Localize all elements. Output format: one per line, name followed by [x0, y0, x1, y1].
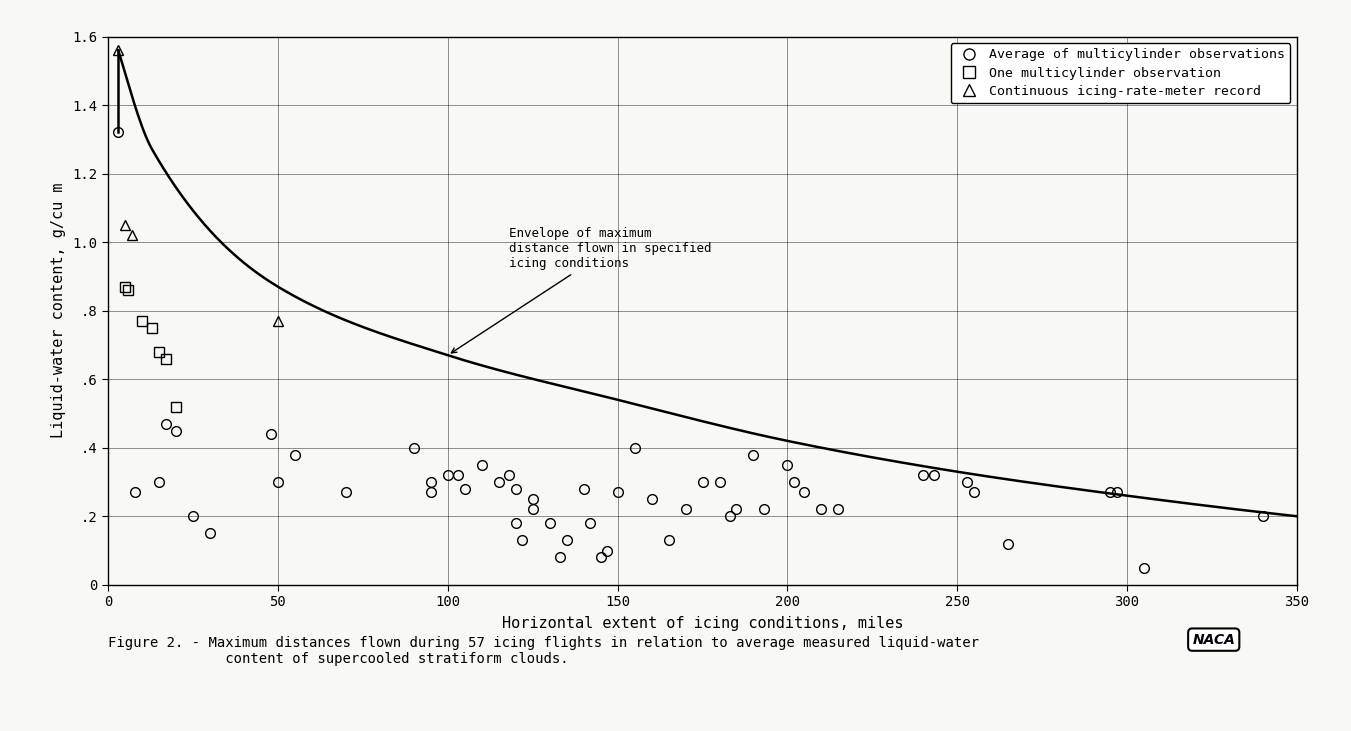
Text: NACA: NACA [1193, 632, 1235, 647]
Y-axis label: Liquid-water content, g/cu m: Liquid-water content, g/cu m [50, 183, 66, 439]
X-axis label: Horizontal extent of icing conditions, miles: Horizontal extent of icing conditions, m… [501, 616, 904, 631]
Text: Figure 2. - Maximum distances flown during 57 icing flights in relation to avera: Figure 2. - Maximum distances flown duri… [108, 636, 979, 666]
Legend: Average of multicylinder observations, One multicylinder observation, Continuous: Average of multicylinder observations, O… [951, 43, 1290, 103]
Text: Envelope of maximum
distance flown in specified
icing conditions: Envelope of maximum distance flown in sp… [451, 227, 712, 353]
